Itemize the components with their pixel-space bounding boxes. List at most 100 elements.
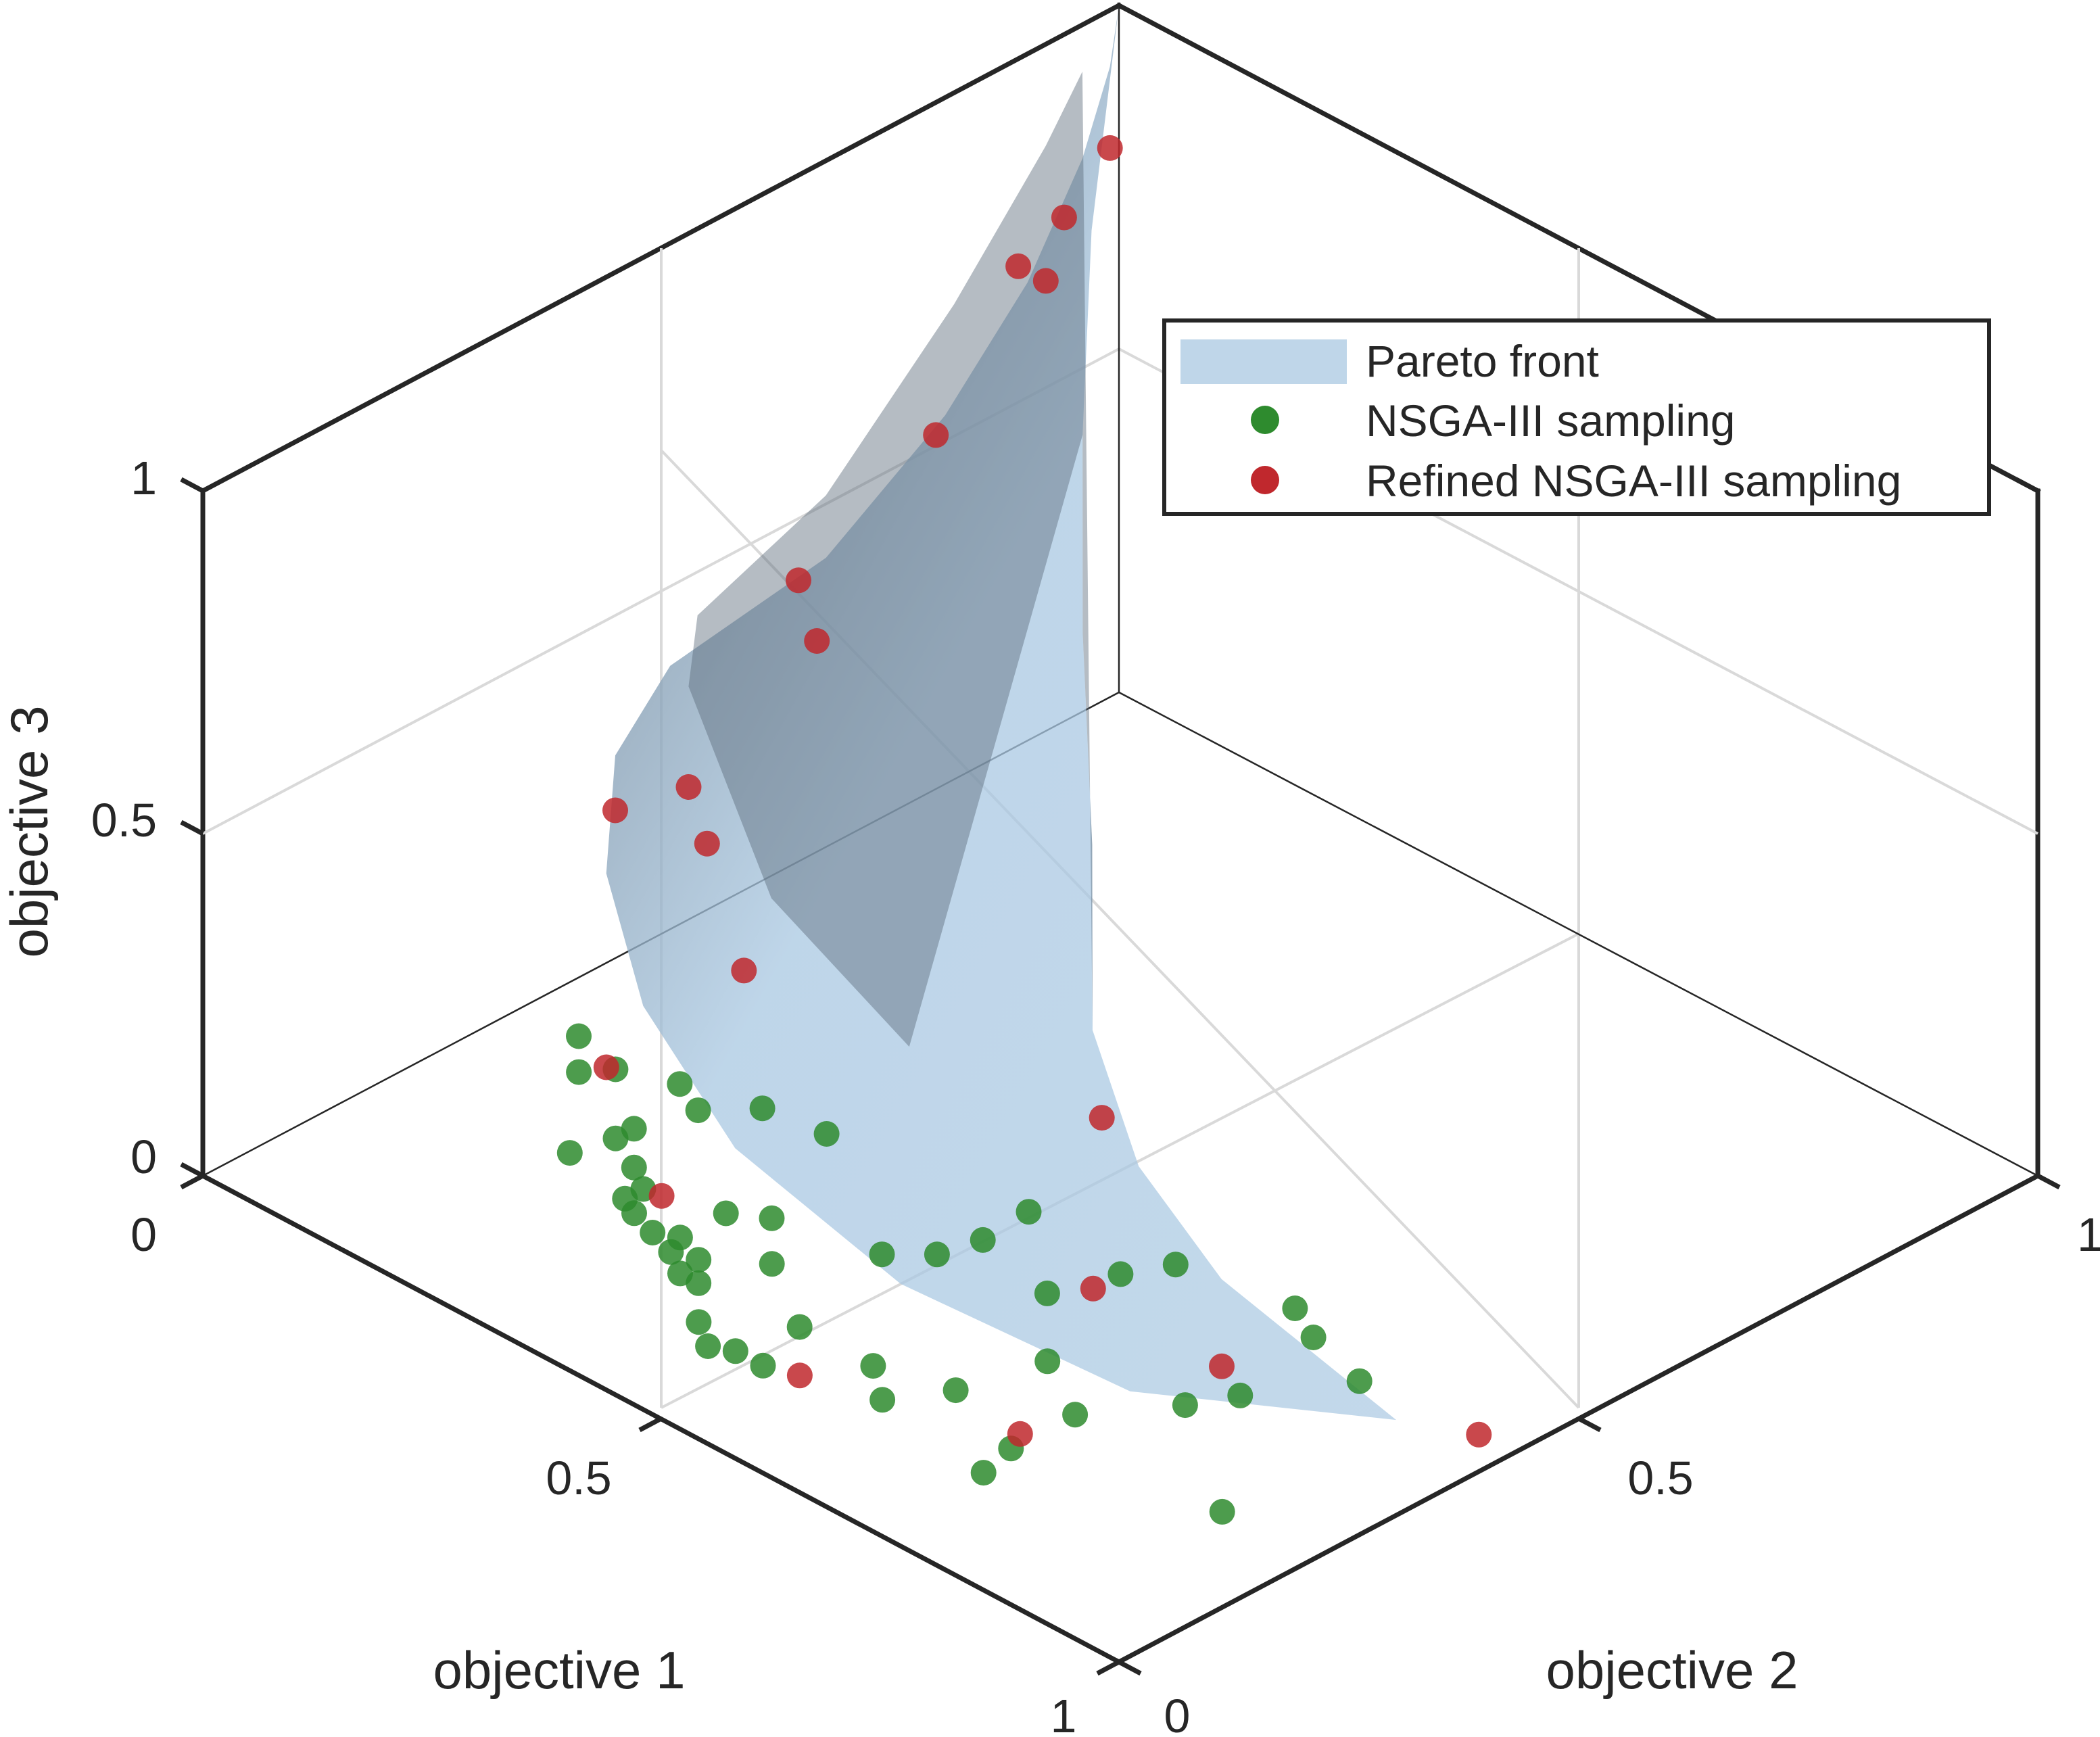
nsga-iii-point-29: [1107, 1261, 1134, 1287]
tick-z-1: [180, 477, 204, 494]
legend-label-pareto-front: Pareto front: [1366, 336, 1599, 386]
nsga-iii-point-45: [695, 1333, 721, 1359]
x-tick-label-1: 1: [1051, 1690, 1077, 1737]
tick-x-half: [638, 1416, 663, 1433]
refined-nsga-iii-point-18: [1007, 1421, 1033, 1447]
nsga-iii-point-38: [1034, 1348, 1061, 1375]
inner-edge-right: [1118, 691, 2038, 1177]
refined-nsga-iii-point-15: [1080, 1275, 1106, 1302]
nsga-iii-point-48: [869, 1387, 896, 1413]
nsga-iii-point-47: [786, 1314, 813, 1340]
pareto-surface-body: [606, 5, 1397, 1421]
x-tick-label-0-5: 0.5: [546, 1452, 611, 1504]
nsga-iii-point-15: [640, 1220, 666, 1245]
refined-nsga-iii-point-4: [1005, 253, 1032, 279]
nsga-iii-point-34: [1227, 1382, 1254, 1408]
refined-nsga-iii-point-9: [602, 797, 628, 824]
tick-x-1: [1096, 1659, 1120, 1676]
nsga-iii-point-5: [685, 1097, 711, 1124]
refined-nsga-iii-point-13: [648, 1183, 675, 1209]
nsga-iii-point-21: [713, 1200, 739, 1227]
refined-nsga-iii-point-3: [1032, 268, 1059, 294]
tick-labels: 1 0.5 0 0 0.5 1 0 0.5 1: [91, 452, 2100, 1737]
nsga-iii-point-19: [686, 1270, 712, 1296]
pareto-front-surface: [606, 5, 1397, 1421]
nsga-iii-point-33: [1346, 1368, 1373, 1394]
axis-objective-2-line: [1116, 1172, 2041, 1665]
legend-marker-refined-nsga-iii: [1251, 466, 1279, 494]
nsga-iii-point-41: [1209, 1498, 1235, 1525]
z-tick-label-0-5: 0.5: [91, 794, 157, 847]
nsga-iii-point-36: [942, 1377, 969, 1404]
refined-nsga-iii-point-11: [731, 957, 757, 984]
nsga-iii-point-42: [970, 1460, 997, 1486]
nsga-iii-point-43: [686, 1309, 712, 1335]
tick-y-0: [1118, 1659, 1142, 1676]
nsga-iii-point-30: [1162, 1252, 1189, 1278]
nsga-iii-point-44: [722, 1338, 748, 1364]
nsga-iii-point-11: [621, 1154, 647, 1181]
nsga-iii-point-9: [602, 1125, 629, 1151]
tick-y-1: [2036, 1173, 2061, 1190]
nsga-iii-point-39: [1062, 1402, 1089, 1428]
nsga-iii-point-26: [970, 1227, 996, 1253]
refined-nsga-iii-point-14: [1089, 1105, 1115, 1131]
legend-label-refined-nsga-iii: Refined NSGA-III sampling: [1366, 456, 1901, 506]
tick-marks: [180, 477, 2061, 1676]
box-inner-edges: [202, 5, 2038, 1177]
refined-nsga-iii-point-5: [923, 422, 949, 448]
nsga-iii-point-20: [686, 1247, 712, 1273]
refined-nsga-iii-point-2: [1051, 204, 1077, 231]
nsga-iii-point-24: [869, 1241, 895, 1268]
y-tick-label-1: 1: [2077, 1208, 2100, 1261]
nsga-iii-point-1: [566, 1023, 592, 1049]
y-tick-label-0: 0: [1164, 1690, 1191, 1737]
refined-nsga-iii-point-1: [1097, 135, 1123, 161]
refined-nsga-iii-point-16: [786, 1362, 813, 1389]
x-axis-label: objective 1: [433, 1640, 686, 1700]
nsga-iii-point-23: [759, 1251, 785, 1277]
tick-y-half: [1577, 1416, 1602, 1433]
x-tick-label-0: 0: [130, 1208, 157, 1261]
refined-nsga-iii-point-17: [1209, 1353, 1235, 1379]
nsga-iii-points: [556, 1023, 1373, 1525]
legend-label-nsga-iii: NSGA-III sampling: [1366, 396, 1736, 446]
tick-x-0: [180, 1173, 204, 1190]
refined-nsga-iii-point-7: [804, 628, 830, 654]
z-axis-label: objective 3: [0, 706, 59, 958]
nsga-iii-point-10: [556, 1140, 583, 1166]
tick-z-0: [180, 1162, 204, 1179]
refined-nsga-iii-point-10: [694, 830, 720, 857]
box-back-edges: [199, 2, 2041, 1179]
z-tick-label-1: 1: [130, 452, 157, 504]
nsga-iii-point-14: [621, 1200, 647, 1227]
z-tick-label-0: 0: [130, 1131, 157, 1183]
nsga-iii-point-6: [749, 1095, 775, 1122]
nsga-iii-point-32: [1300, 1325, 1327, 1350]
nsga-iii-point-7: [813, 1121, 840, 1147]
nsga-iii-point-22: [759, 1205, 785, 1231]
refined-nsga-iii-point-19: [1466, 1421, 1492, 1448]
y-tick-label-0-5: 0.5: [1627, 1452, 1693, 1504]
tick-right-z-1: [2015, 477, 2039, 494]
nsga-iii-point-31: [1282, 1295, 1308, 1321]
legend: Pareto front NSGA-III sampling Refined N…: [1162, 318, 1991, 516]
refined-nsga-iii-point-6: [786, 567, 811, 594]
legend-marker-nsga-iii: [1251, 406, 1279, 434]
legend-box: [1162, 318, 1991, 516]
refined-nsga-iii-point-8: [675, 774, 702, 800]
nsga-iii-point-28: [1034, 1280, 1060, 1306]
refined-nsga-iii-point-12: [593, 1054, 619, 1080]
nsga-iii-point-17: [658, 1239, 684, 1265]
legend-swatch-pareto-front: [1180, 339, 1347, 384]
nsga-iii-point-27: [1016, 1199, 1042, 1225]
nsga-iii-point-3: [566, 1059, 592, 1085]
nsga-iii-point-4: [667, 1071, 693, 1097]
nsga-iii-point-37: [860, 1353, 886, 1379]
refined-nsga-iii-points: [593, 135, 1492, 1448]
nsga-iii-point-35: [1172, 1392, 1198, 1419]
nsga-iii-point-46: [750, 1352, 776, 1379]
tick-z-half: [180, 819, 204, 836]
nsga-iii-point-25: [924, 1241, 950, 1268]
